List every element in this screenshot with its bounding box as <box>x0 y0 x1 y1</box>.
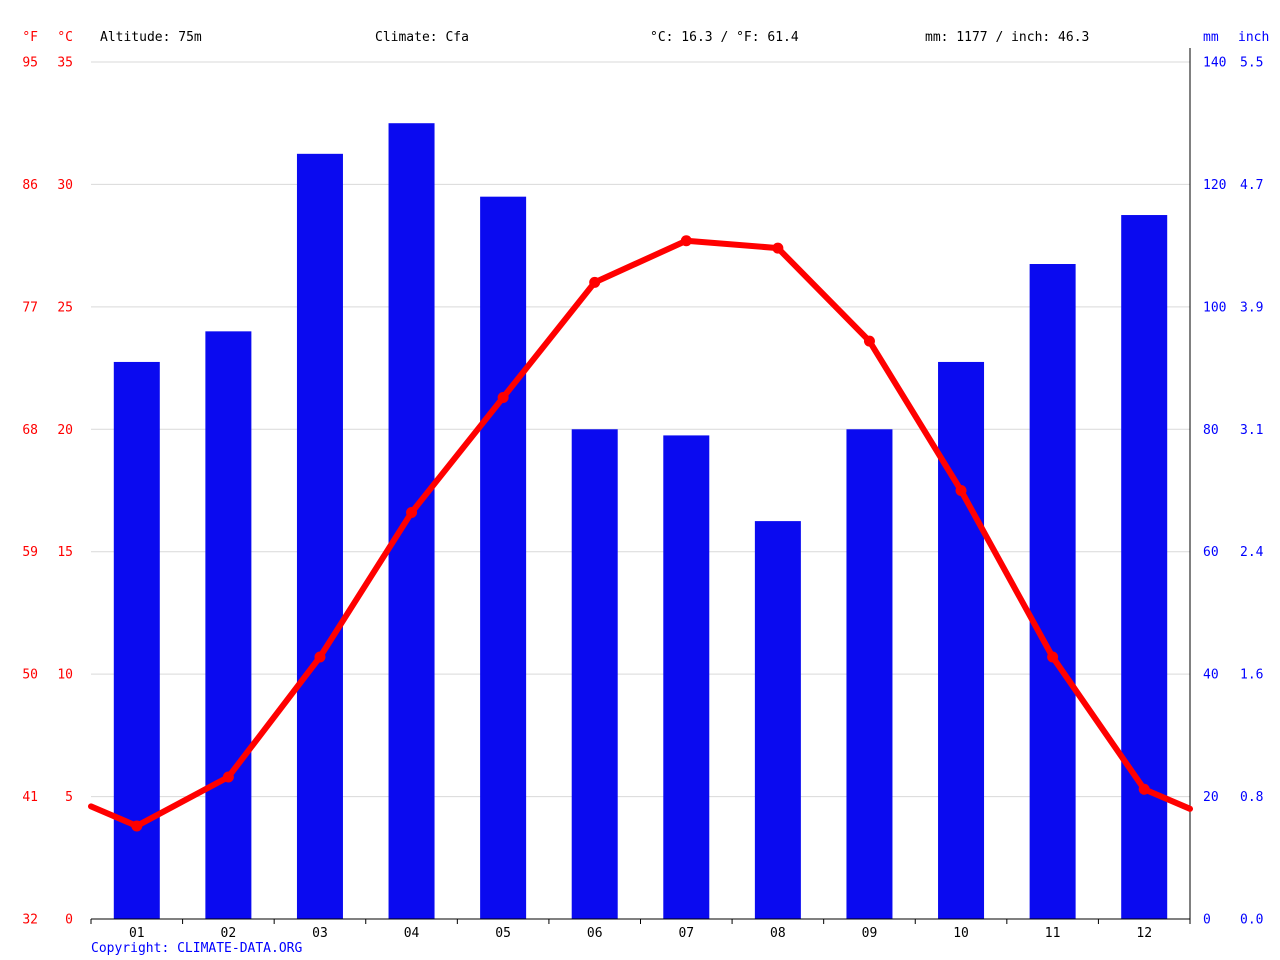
annual-precipitation-label: mm: 1177 / inch: 46.3 <box>925 30 1090 45</box>
axis-tick-celsius: 0 <box>65 913 73 928</box>
axis-tick-inch: 0.8 <box>1240 790 1263 805</box>
temperature-point <box>680 235 692 247</box>
temperature-point <box>772 242 784 254</box>
axis-tick-inch: 4.7 <box>1240 178 1263 193</box>
axis-tick-inch: 3.1 <box>1240 423 1263 438</box>
axis-tick-fahrenheit: 68 <box>22 423 38 438</box>
month-label: 01 <box>129 926 145 941</box>
month-label: 11 <box>1045 926 1061 941</box>
month-label: 05 <box>495 926 511 941</box>
axis-tick-fahrenheit: 41 <box>22 790 38 805</box>
temperature-point <box>863 335 875 347</box>
axis-unit-inch: inch <box>1238 30 1270 45</box>
axis-tick-inch: 2.4 <box>1240 545 1264 560</box>
month-label: 04 <box>404 926 420 941</box>
altitude-label: Altitude: 75m <box>100 30 202 45</box>
month-label: 06 <box>587 926 603 941</box>
temperature-point <box>406 507 418 519</box>
axis-tick-celsius: 15 <box>57 545 73 560</box>
precipitation-bar <box>113 361 160 919</box>
month-label: 12 <box>1136 926 1152 941</box>
precipitation-bar <box>571 429 618 919</box>
axis-unit-fahrenheit: °F <box>22 30 38 45</box>
temperature-point <box>131 820 143 832</box>
temperature-point <box>222 771 234 783</box>
precipitation-bar <box>1029 264 1076 919</box>
axis-tick-mm: 60 <box>1203 545 1219 560</box>
axis-tick-mm: 40 <box>1203 668 1219 683</box>
axis-tick-fahrenheit: 95 <box>22 56 38 71</box>
axis-tick-mm: 0 <box>1203 913 1211 928</box>
precipitation-bar <box>296 153 343 920</box>
axis-tick-celsius: 25 <box>57 300 73 315</box>
axis-tick-mm: 20 <box>1203 790 1219 805</box>
month-label: 07 <box>678 926 694 941</box>
axis-tick-mm: 140 <box>1203 56 1226 71</box>
axis-tick-inch: 3.9 <box>1240 300 1263 315</box>
axis-unit-mm: mm <box>1203 30 1219 45</box>
axis-tick-celsius: 30 <box>57 178 73 193</box>
axis-tick-mm: 80 <box>1203 423 1219 438</box>
month-label: 08 <box>770 926 786 941</box>
axis-tick-fahrenheit: 50 <box>22 668 38 683</box>
axis-tick-fahrenheit: 86 <box>22 178 38 193</box>
axis-tick-celsius: 10 <box>57 668 73 683</box>
axis-tick-celsius: 20 <box>57 423 73 438</box>
axis-tick-mm: 100 <box>1203 300 1226 315</box>
temperature-point <box>955 485 967 496</box>
precipitation-bar <box>205 331 252 919</box>
axis-tick-inch: 5.5 <box>1240 56 1263 71</box>
copyright: Copyright: CLIMATE-DATA.ORG <box>91 941 302 956</box>
copyright-link[interactable]: Copyright: CLIMATE-DATA.ORG <box>91 941 303 956</box>
temperature-line <box>88 237 1193 829</box>
precipitation-bar <box>663 435 710 919</box>
axis-unit-celsius: °C <box>57 30 73 45</box>
axis-tick-mm: 120 <box>1203 178 1226 193</box>
temperature-point <box>1047 651 1059 663</box>
month-label: 02 <box>221 926 237 941</box>
precipitation-bar <box>754 521 801 919</box>
temperature-point <box>589 276 601 288</box>
precipitation-bar <box>480 196 527 919</box>
precipitation-bar <box>846 429 893 919</box>
axis-tick-inch: 1.6 <box>1240 668 1263 683</box>
axis-tick-celsius: 35 <box>57 56 73 71</box>
month-label: 10 <box>953 926 969 941</box>
axis-tick-fahrenheit: 59 <box>22 545 38 560</box>
climate-class-label: Climate: Cfa <box>375 30 469 45</box>
month-label: 03 <box>312 926 328 941</box>
axis-tick-inch: 0.0 <box>1240 913 1263 928</box>
precipitation-bar <box>388 123 435 919</box>
precipitation-bar <box>1121 215 1168 920</box>
mean-temperature-label: °C: 16.3 / °F: 61.4 <box>650 30 799 45</box>
temperature-point <box>497 391 509 403</box>
axis-tick-fahrenheit: 77 <box>22 300 38 315</box>
precipitation-bar <box>938 361 985 919</box>
axis-tick-celsius: 5 <box>65 790 73 805</box>
axis-tick-fahrenheit: 32 <box>22 913 38 928</box>
month-label: 09 <box>862 926 878 941</box>
temperature-point <box>1138 783 1150 795</box>
temperature-point <box>314 651 326 663</box>
